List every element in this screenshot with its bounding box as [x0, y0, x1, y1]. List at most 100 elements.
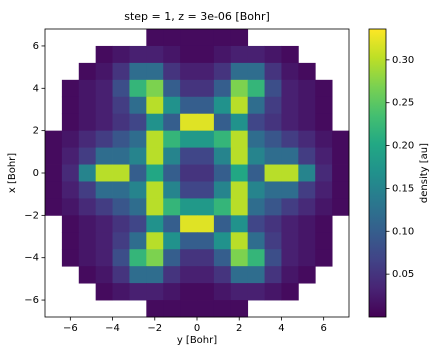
heatmap-cell [247, 215, 265, 233]
heatmap-cell [298, 113, 316, 132]
heatmap-cell [61, 113, 80, 132]
heatmap-cell [95, 113, 113, 132]
heatmap-cell [129, 283, 147, 301]
heatmap-cell [264, 113, 282, 132]
heatmap-cell [146, 232, 164, 250]
heatmap-cell [281, 96, 299, 115]
heatmap-cell [129, 113, 147, 132]
heatmap-cell [315, 232, 333, 250]
heatmap-cell [78, 113, 97, 132]
x-tick-label: −4 [105, 323, 120, 334]
heatmap-cell [247, 45, 265, 64]
heatmap-cell [180, 215, 198, 233]
x-tick-label: 2 [236, 323, 242, 334]
heatmap-cell [281, 198, 299, 216]
y-tick-label: −6 [24, 295, 39, 306]
heatmap-cell [112, 198, 130, 216]
heatmap-cell [61, 164, 80, 182]
heatmap-cell [298, 266, 316, 284]
heatmap-cell [230, 29, 249, 47]
heatmap-cell [281, 283, 299, 301]
heatmap-cell [298, 181, 316, 199]
heatmap-cell [129, 62, 147, 81]
heatmap-cell [180, 45, 198, 64]
heatmap-cell [163, 266, 181, 284]
x-tick-label: 6 [320, 323, 326, 334]
heatmap-cell [163, 164, 181, 182]
heatmap-cell [45, 130, 63, 148]
heatmap-cell [146, 96, 164, 115]
heatmap-cell [146, 215, 164, 233]
heatmap-cell [264, 79, 282, 98]
heatmap-cell [230, 181, 249, 199]
heatmap-cell [264, 283, 282, 301]
heatmap-cell [281, 130, 299, 148]
heatmap-cell [197, 147, 215, 165]
heatmap-cell [197, 164, 215, 182]
heatmap-cell [247, 266, 265, 284]
heatmap-cell [163, 300, 181, 318]
heatmap-cell [78, 215, 97, 233]
heatmap-cell [332, 147, 350, 165]
colorbar-tick-label: 0.25 [392, 98, 414, 109]
heatmap-cell [95, 96, 113, 115]
heatmap-cell [112, 181, 130, 199]
heatmap-cell [180, 249, 198, 267]
heatmap-cell [315, 249, 333, 267]
heatmap-cell [197, 79, 215, 98]
heatmap-cell [332, 181, 350, 199]
y-tick-label: 2 [33, 126, 39, 137]
heatmap-cell [61, 198, 80, 216]
heatmap-cell [61, 79, 80, 98]
heatmap-cell [197, 215, 215, 233]
heatmap-cell [180, 79, 198, 98]
heatmap-cell [129, 164, 147, 182]
heatmap-cell [61, 147, 80, 165]
heatmap-cell [95, 62, 113, 81]
heatmap-cell [180, 283, 198, 301]
heatmap-cell [163, 79, 181, 98]
heatmap-cell [95, 266, 113, 284]
heatmap-cell [213, 96, 232, 115]
heatmap-cell [61, 181, 80, 199]
y-tick-label: 4 [33, 83, 39, 94]
heatmap-cell [129, 198, 147, 216]
heatmap-cell [146, 29, 164, 47]
heatmap-cell [95, 215, 113, 233]
heatmap-cell [315, 113, 333, 132]
heatmap-cell [129, 130, 147, 148]
heatmap-cell [45, 164, 63, 182]
heatmap-cell [163, 113, 181, 132]
heatmap-cell [332, 164, 350, 182]
heatmap-cell [247, 147, 265, 165]
heatmap-cell [281, 79, 299, 98]
heatmap-cell [61, 232, 80, 250]
heatmap-cell [281, 62, 299, 81]
heatmap-cell [264, 45, 282, 64]
heatmap-cell [95, 249, 113, 267]
heatmap-cell [163, 215, 181, 233]
colorbar-tick-label: 0.10 [392, 226, 414, 237]
heatmap-cell [61, 130, 80, 148]
heatmap-cell [78, 130, 97, 148]
heatmap-cell [180, 181, 198, 199]
heatmap-cell [112, 249, 130, 267]
heatmap-cell [247, 249, 265, 267]
heatmap-cell [163, 283, 181, 301]
heatmap-cell [264, 96, 282, 115]
heatmap-cell [213, 300, 232, 318]
y-axis-label: x [Bohr] [7, 153, 18, 193]
heatmap-cell [163, 232, 181, 250]
heatmap-cell [163, 130, 181, 148]
heatmap-cell [197, 45, 215, 64]
heatmap-cell [315, 181, 333, 199]
colorbar-label: density [au] [419, 143, 430, 203]
heatmap-cell [146, 62, 164, 81]
heatmap-cell [281, 215, 299, 233]
heatmap-cell [230, 79, 249, 98]
heatmap-cell [112, 96, 130, 115]
heatmap-cell [264, 266, 282, 284]
heatmap-cell [129, 249, 147, 267]
heatmap-cell [180, 62, 198, 81]
